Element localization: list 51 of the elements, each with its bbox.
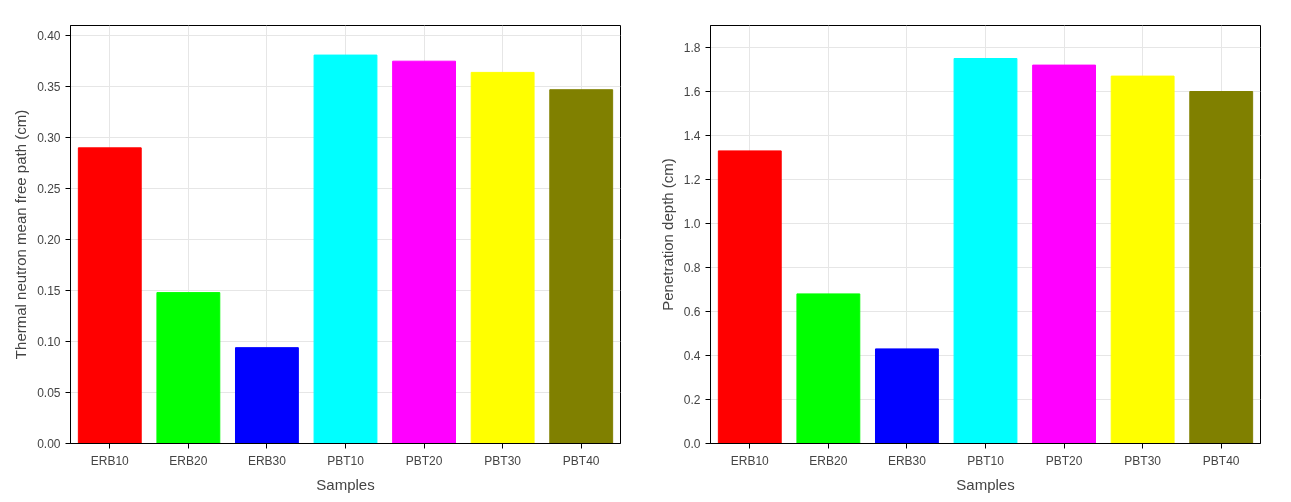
x-tick-label: ERB30 <box>887 453 927 468</box>
x-tick-label: PBT40 <box>562 453 600 468</box>
bar <box>717 150 782 444</box>
y-tick-label: 0.10 <box>37 335 61 350</box>
bar <box>470 71 535 444</box>
y-tick-label: 1.0 <box>683 217 701 231</box>
y-tick-label: 0.20 <box>37 233 61 248</box>
bar <box>953 58 1018 444</box>
x-axis-title: Samples <box>316 475 375 493</box>
bar <box>549 89 614 444</box>
y-tick-label: 1.2 <box>683 173 701 187</box>
x-axis-title: Samples <box>956 475 1015 493</box>
y-tick-label: 0.30 <box>37 131 61 146</box>
bar <box>1110 75 1175 444</box>
x-tick-label: PBT20 <box>405 453 443 468</box>
y-tick-label: 0.15 <box>37 284 61 299</box>
x-tick-label: ERB20 <box>169 453 208 468</box>
bar <box>796 293 861 444</box>
y-tick-label: 0.4 <box>683 349 701 363</box>
y-tick-label: 1.8 <box>683 41 701 55</box>
x-tick-label: ERB20 <box>809 453 848 468</box>
bar <box>875 348 939 444</box>
y-tick-label: 0.05 <box>37 386 61 401</box>
x-tick-label: PBT20 <box>1045 453 1083 468</box>
bar <box>1189 91 1254 444</box>
bar <box>77 147 142 444</box>
x-tick-label: PBT30 <box>484 453 522 468</box>
bar <box>313 54 378 444</box>
bar <box>156 292 221 444</box>
bar <box>1032 64 1096 444</box>
y-tick-label: 0.6 <box>683 305 701 319</box>
bar <box>235 347 299 444</box>
y-axis-title: Thermal neutron mean free path (cm) <box>12 109 30 360</box>
x-tick-label: ERB10 <box>730 453 770 468</box>
y-tick-label: 0.00 <box>37 437 61 451</box>
y-tick-label: 0.8 <box>683 261 701 275</box>
x-tick-label: PBT30 <box>1124 453 1162 468</box>
x-tick-label: ERB10 <box>90 453 130 468</box>
x-tick-label: PBT40 <box>1202 453 1240 468</box>
x-tick-label: ERB30 <box>247 453 287 468</box>
y-tick-label: 0.0 <box>683 437 701 451</box>
y-tick-label: 1.6 <box>683 85 701 99</box>
x-tick-label: PBT10 <box>967 453 1005 468</box>
bar <box>392 60 456 444</box>
y-tick-label: 0.25 <box>37 182 61 197</box>
y-tick-label: 1.4 <box>683 129 701 143</box>
x-tick-label: PBT10 <box>327 453 365 468</box>
y-tick-label: 0.40 <box>37 29 61 44</box>
y-tick-label: 0.2 <box>683 393 701 407</box>
y-tick-label: 0.35 <box>37 80 61 95</box>
y-axis-title: Penetration depth (cm) <box>658 158 676 311</box>
